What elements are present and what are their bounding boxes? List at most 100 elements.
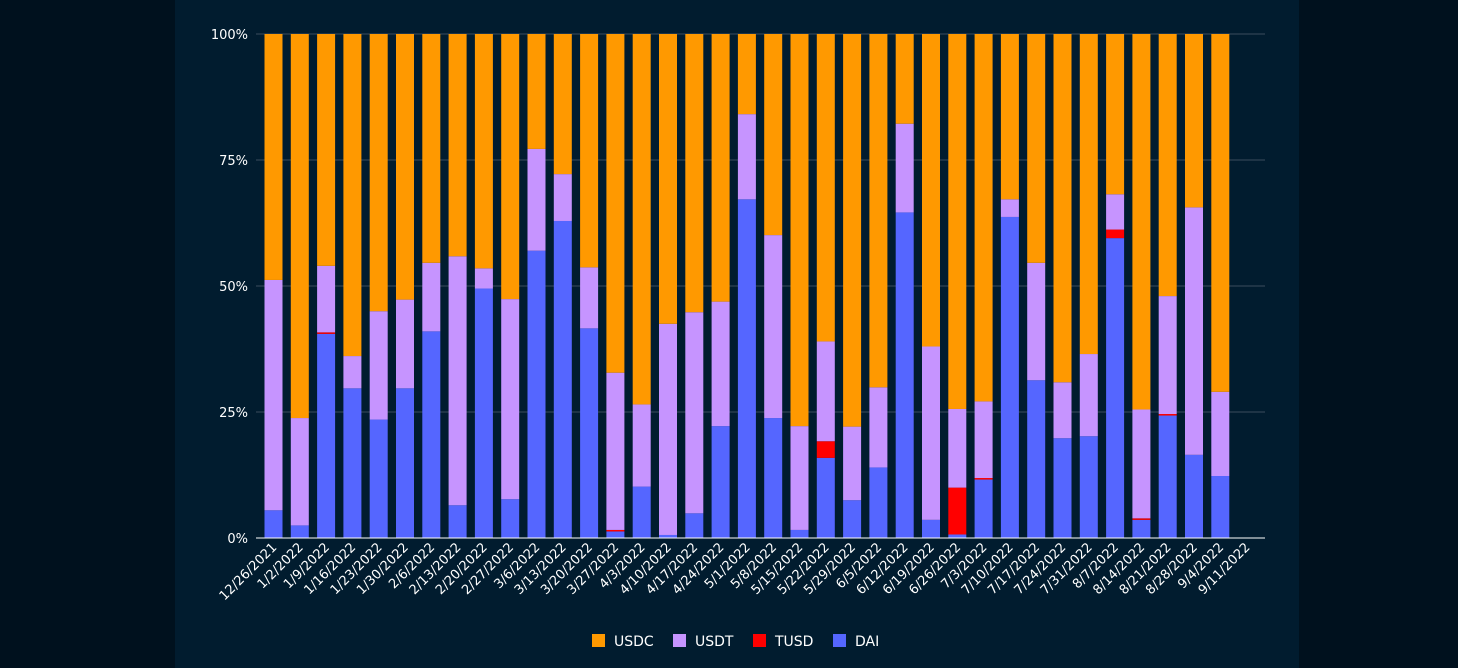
bar-dai[interactable] bbox=[448, 505, 467, 538]
bar-dai[interactable] bbox=[737, 199, 756, 538]
bar-usdt[interactable] bbox=[474, 268, 493, 289]
bar-usdt[interactable] bbox=[790, 426, 809, 530]
bar-usdc[interactable] bbox=[843, 34, 862, 427]
bar-dai[interactable] bbox=[1053, 438, 1072, 538]
bar-usdt[interactable] bbox=[264, 279, 283, 511]
bar-usdt[interactable] bbox=[448, 256, 467, 506]
bar-usdt[interactable] bbox=[895, 123, 914, 213]
bar-usdc[interactable] bbox=[1027, 34, 1046, 263]
bar-dai[interactable] bbox=[527, 250, 546, 538]
bar-usdc[interactable] bbox=[790, 34, 809, 427]
bar-dai[interactable] bbox=[290, 525, 309, 538]
bar-usdt[interactable] bbox=[632, 404, 651, 487]
bar-usdc[interactable] bbox=[1000, 34, 1019, 200]
bar-usdc[interactable] bbox=[1053, 34, 1072, 383]
bar-tusd[interactable] bbox=[974, 478, 993, 480]
bar-usdt[interactable] bbox=[948, 408, 967, 488]
bar-usdt[interactable] bbox=[816, 341, 835, 442]
bar-usdc[interactable] bbox=[816, 34, 835, 342]
bar-dai[interactable] bbox=[974, 479, 993, 538]
bar-usdc[interactable] bbox=[290, 34, 309, 419]
bar-usdc[interactable] bbox=[1158, 34, 1177, 297]
bar-tusd[interactable] bbox=[317, 332, 336, 334]
bar-usdt[interactable] bbox=[1132, 409, 1151, 519]
bar-usdc[interactable] bbox=[1079, 34, 1098, 355]
bar-usdt[interactable] bbox=[369, 311, 388, 420]
bar-dai[interactable] bbox=[948, 534, 967, 538]
bar-dai[interactable] bbox=[553, 220, 572, 538]
bar-usdc[interactable] bbox=[422, 34, 441, 263]
bar-usdt[interactable] bbox=[1027, 262, 1046, 381]
bar-usdc[interactable] bbox=[448, 34, 467, 257]
bar-usdc[interactable] bbox=[474, 34, 493, 269]
bar-usdc[interactable] bbox=[974, 34, 993, 402]
bar-tusd[interactable] bbox=[816, 441, 835, 458]
legend-item-dai[interactable]: DAI bbox=[833, 634, 879, 650]
bar-usdt[interactable] bbox=[869, 387, 888, 468]
bar-dai[interactable] bbox=[1158, 415, 1177, 538]
bar-tusd[interactable] bbox=[1158, 414, 1177, 416]
bar-usdt[interactable] bbox=[290, 418, 309, 526]
bar-usdt[interactable] bbox=[396, 299, 414, 389]
bar-usdc[interactable] bbox=[501, 34, 520, 300]
bar-usdt[interactable] bbox=[737, 114, 756, 200]
bar-usdt[interactable] bbox=[422, 262, 441, 332]
bar-dai[interactable] bbox=[1132, 519, 1151, 538]
bar-usdc[interactable] bbox=[685, 34, 704, 313]
bar-usdt[interactable] bbox=[974, 401, 993, 479]
bar-usdc[interactable] bbox=[396, 34, 414, 300]
bar-usdt[interactable] bbox=[317, 265, 336, 333]
bar-dai[interactable] bbox=[1000, 216, 1019, 538]
bar-usdc[interactable] bbox=[869, 34, 888, 388]
bar-usdt[interactable] bbox=[1211, 391, 1230, 477]
bar-tusd[interactable] bbox=[606, 529, 625, 532]
bar-dai[interactable] bbox=[659, 534, 677, 538]
bar-usdc[interactable] bbox=[1185, 34, 1203, 208]
bar-dai[interactable] bbox=[606, 531, 625, 538]
bar-tusd[interactable] bbox=[948, 487, 967, 535]
legend-item-usdc[interactable]: USDC bbox=[592, 634, 654, 650]
bar-usdt[interactable] bbox=[527, 148, 546, 251]
bar-usdc[interactable] bbox=[711, 34, 730, 302]
bar-dai[interactable] bbox=[422, 331, 441, 538]
bar-usdt[interactable] bbox=[553, 174, 572, 221]
bar-dai[interactable] bbox=[343, 388, 362, 538]
bar-usdc[interactable] bbox=[527, 34, 546, 149]
bar-dai[interactable] bbox=[1027, 380, 1046, 538]
bar-tusd[interactable] bbox=[1132, 518, 1151, 520]
bar-usdt[interactable] bbox=[580, 267, 599, 329]
bar-dai[interactable] bbox=[922, 519, 940, 538]
bar-dai[interactable] bbox=[264, 510, 283, 538]
bar-dai[interactable] bbox=[317, 333, 336, 538]
bar-usdt[interactable] bbox=[711, 301, 730, 427]
bar-dai[interactable] bbox=[895, 212, 914, 538]
bar-usdt[interactable] bbox=[685, 312, 704, 514]
bar-usdc[interactable] bbox=[264, 34, 283, 280]
bar-usdc[interactable] bbox=[737, 34, 756, 115]
bar-dai[interactable] bbox=[764, 418, 783, 538]
bar-usdc[interactable] bbox=[343, 34, 362, 357]
bar-dai[interactable] bbox=[711, 426, 730, 538]
bar-dai[interactable] bbox=[1185, 454, 1203, 538]
bar-dai[interactable] bbox=[501, 499, 520, 538]
bar-dai[interactable] bbox=[396, 388, 414, 538]
legend-item-tusd[interactable]: TUSD bbox=[753, 634, 813, 650]
bar-usdt[interactable] bbox=[659, 323, 677, 535]
bar-usdt[interactable] bbox=[1000, 199, 1019, 217]
bar-usdc[interactable] bbox=[764, 34, 783, 236]
bar-usdt[interactable] bbox=[1106, 194, 1125, 230]
bar-usdc[interactable] bbox=[580, 34, 599, 268]
bar-dai[interactable] bbox=[1211, 476, 1230, 538]
bar-usdc[interactable] bbox=[659, 34, 677, 324]
bar-usdc[interactable] bbox=[922, 34, 940, 347]
bar-usdt[interactable] bbox=[606, 372, 625, 530]
bar-usdc[interactable] bbox=[317, 34, 336, 266]
bar-dai[interactable] bbox=[369, 419, 388, 538]
bar-dai[interactable] bbox=[816, 457, 835, 538]
bar-usdc[interactable] bbox=[1211, 34, 1230, 392]
bar-dai[interactable] bbox=[580, 328, 599, 538]
bar-usdc[interactable] bbox=[948, 34, 967, 409]
bar-dai[interactable] bbox=[843, 500, 862, 538]
legend-item-usdt[interactable]: USDT bbox=[673, 634, 734, 650]
bar-usdt[interactable] bbox=[764, 235, 783, 419]
